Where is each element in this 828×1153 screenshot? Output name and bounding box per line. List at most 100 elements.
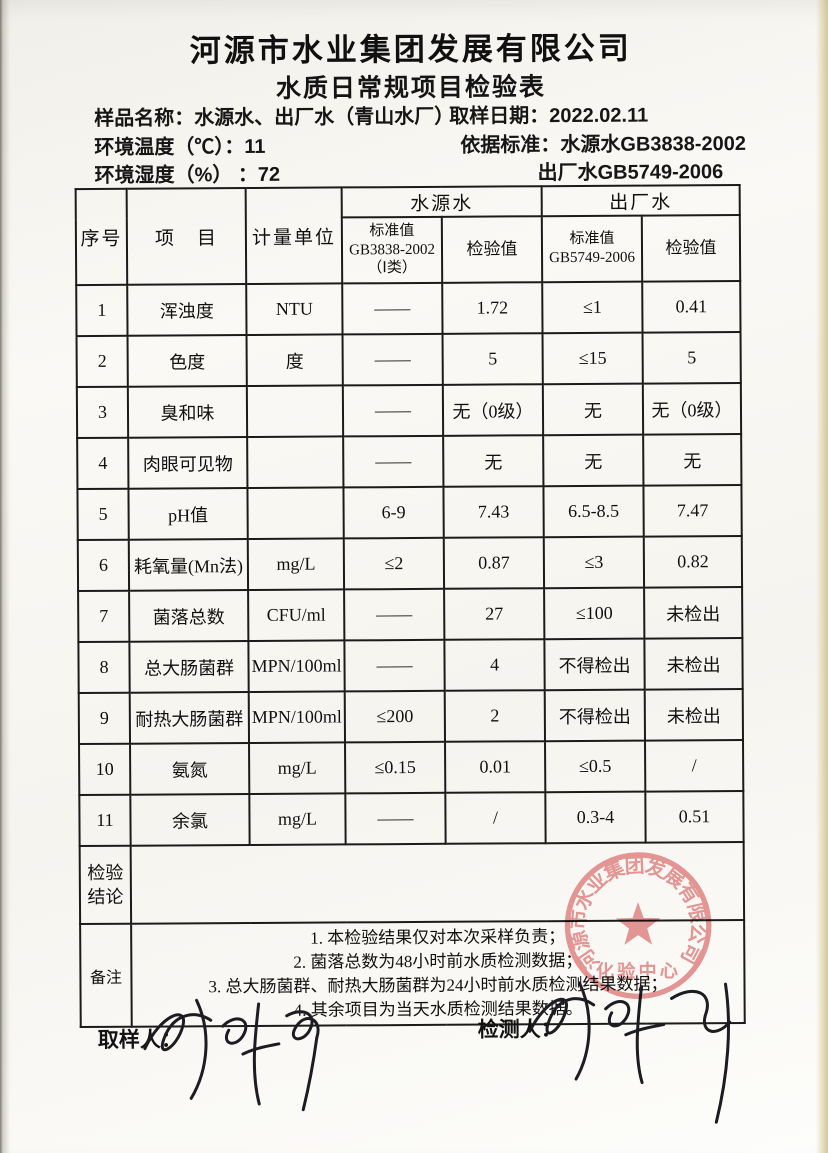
header-group-row: 序号 项 目 计量单位 水源水 出厂水 bbox=[75, 185, 740, 286]
cell-unit: MPN/100ml bbox=[248, 691, 346, 744]
cell-outlet_val: 7.47 bbox=[643, 484, 742, 537]
cell-unit bbox=[247, 436, 344, 489]
table-row-4: 4 肉眼可见物 —— 无无无 bbox=[77, 433, 742, 490]
cell-item: 浑浊度 bbox=[127, 284, 247, 336]
cell-outlet_val: 未检出 bbox=[644, 637, 743, 690]
cell-outlet_val: 0.51 bbox=[645, 790, 744, 843]
col-header-outlet-standard: 标准值 GB5749-2006 bbox=[541, 215, 643, 283]
cell-source_val: 2 bbox=[444, 690, 546, 742]
cell-outlet_std: 不得检出 bbox=[544, 638, 645, 691]
cell-outlet_val: 5 bbox=[642, 332, 741, 384]
cell-outlet_std: ≤100 bbox=[544, 587, 645, 640]
cell-item: 色度 bbox=[127, 335, 247, 387]
cell-seq: 5 bbox=[77, 488, 129, 541]
cell-outlet_val: 未检出 bbox=[644, 688, 744, 741]
cell-source_std: —— bbox=[344, 588, 445, 641]
cell-source_val: 无（0级） bbox=[442, 384, 544, 436]
cell-unit: mg/L bbox=[247, 538, 345, 591]
table-body: 1 浑浊度 NTU —— 1.72 ≤1 0.41 2 色度度 —— 5 ≤15 5 3 臭和味 —— 无（0级… bbox=[76, 281, 744, 847]
cell-source_val: 1.72 bbox=[442, 282, 543, 334]
conclusion-label: 检验 结论 bbox=[79, 845, 132, 925]
cell-item: 余氯 bbox=[130, 794, 250, 846]
remarks-label: 备注 bbox=[80, 923, 132, 1028]
table-row-6: 6 耗氧量(Mn法) mg/L ≤2 0.87 ≤3 0.82 bbox=[77, 535, 743, 592]
cell-unit: 度 bbox=[246, 334, 343, 387]
table-row-3: 3 臭和味 —— 无（0级）无无（0级） bbox=[76, 382, 742, 439]
cell-unit: NTU bbox=[246, 283, 343, 336]
table-row-9: 9 耐热大肠菌群 MPN/100ml ≤200 2 不得检出 未检出 bbox=[78, 688, 744, 745]
cell-outlet_std: ≤0.5 bbox=[545, 740, 646, 793]
cell-outlet_val: 无（0级） bbox=[642, 382, 742, 435]
cell-source_val: 27 bbox=[444, 588, 545, 640]
cell-unit: CFU/ml bbox=[248, 589, 345, 642]
table-row-10: 10 氨氮 mg/L ≤0.15 0.01 ≤0.5/ bbox=[79, 739, 744, 796]
cell-source_std: —— bbox=[342, 384, 444, 437]
cell-item: 耐热大肠菌群 bbox=[129, 692, 250, 744]
cell-source_std: ≤0.15 bbox=[345, 741, 446, 794]
cell-seq: 8 bbox=[78, 641, 130, 694]
col-header-outlet-value: 检验值 bbox=[641, 215, 741, 282]
cell-item: 耗氧量(Mn法) bbox=[128, 539, 249, 591]
company-name: 河源市水业集团发展有限公司 bbox=[189, 30, 632, 69]
table-row-8: 8 总大肠菌群 MPN/100ml —— 4 不得检出 未检出 bbox=[78, 637, 743, 694]
col-header-source-standard: 标准值 GB3838-2002 （Ⅰ类） bbox=[341, 216, 443, 284]
cell-source_val: / bbox=[445, 792, 546, 844]
meta-row-humidity: 环境湿度（%） ：72 出厂水GB5749-2006 bbox=[0, 154, 826, 187]
company-seal: 河源市水业集团发展有限公司 化验中心 bbox=[564, 852, 712, 999]
cell-item: 菌落总数 bbox=[129, 590, 249, 642]
seal-center-text: 化验中心 bbox=[596, 960, 681, 982]
cell-source_std: ≤200 bbox=[344, 690, 446, 743]
col-header-unit: 计量单位 bbox=[245, 187, 343, 285]
cell-outlet_std: ≤15 bbox=[542, 332, 643, 385]
table-row-7: 7 菌落总数 CFU/ml —— 27 ≤100 未检出 bbox=[78, 586, 743, 643]
cell-outlet_std: 无 bbox=[542, 383, 644, 436]
col-group-outlet-water: 出厂水 bbox=[541, 185, 740, 217]
col-header-source-value: 检验值 bbox=[441, 216, 543, 283]
seal-star-icon bbox=[615, 902, 661, 945]
seal-ring bbox=[564, 852, 712, 999]
cell-source_val: 7.43 bbox=[443, 486, 544, 538]
cell-outlet_val: / bbox=[645, 739, 744, 792]
cell-outlet_std: ≤1 bbox=[542, 281, 643, 334]
table-row-1: 1 浑浊度 NTU —— 1.72 ≤1 0.41 bbox=[76, 281, 741, 337]
cell-seq: 11 bbox=[79, 794, 131, 847]
col-header-seq: 序号 bbox=[75, 188, 128, 286]
cell-seq: 7 bbox=[78, 590, 130, 643]
table-row-2: 2 色度度 —— 5 ≤15 5 bbox=[76, 332, 741, 388]
cell-unit bbox=[246, 385, 344, 438]
cell-source_val: 0.87 bbox=[443, 537, 545, 589]
cell-source_val: 4 bbox=[444, 639, 545, 691]
col-group-source-water: 水源水 bbox=[341, 186, 542, 218]
cell-seq: 9 bbox=[78, 692, 131, 745]
cell-unit: mg/L bbox=[249, 742, 346, 795]
cell-unit: mg/L bbox=[249, 793, 346, 846]
cell-source_std: —— bbox=[342, 282, 443, 335]
cell-outlet_val: 0.82 bbox=[643, 535, 743, 588]
table-row-11: 11 余氯 mg/L ——/0.3-4 0.51 bbox=[79, 790, 744, 847]
col-header-item: 项 目 bbox=[126, 188, 247, 285]
cell-source_val: 无 bbox=[443, 435, 544, 487]
meta-row-sample: 样品名称：水源水、出厂水（青山水厂） 取样日期：2022.02.11 bbox=[0, 97, 825, 130]
env-temperature: 环境温度（℃）：11 bbox=[94, 135, 266, 159]
cell-item: 总大肠菌群 bbox=[129, 641, 249, 693]
cell-source_std: —— bbox=[342, 333, 443, 386]
cell-source_std: —— bbox=[343, 435, 444, 488]
sample-date: 取样日期：2022.02.11 bbox=[449, 104, 649, 128]
cell-outlet_std: 0.3-4 bbox=[545, 791, 646, 844]
cell-outlet_std: 无 bbox=[543, 434, 644, 487]
cell-seq: 10 bbox=[79, 743, 131, 796]
cell-outlet_std: 不得检出 bbox=[544, 689, 646, 742]
cell-outlet_std: 6.5-8.5 bbox=[543, 485, 644, 538]
cell-outlet_std: ≤3 bbox=[543, 536, 645, 589]
cell-item: 肉眼可见物 bbox=[128, 437, 248, 489]
cell-outlet_val: 未检出 bbox=[644, 586, 743, 639]
sampler-signature bbox=[143, 998, 320, 1112]
cell-unit: MPN/100ml bbox=[248, 640, 345, 693]
cell-source_std: 6-9 bbox=[343, 486, 444, 539]
standard-reference-2: 出厂水GB5749-2006 bbox=[537, 161, 724, 185]
cell-source_std: —— bbox=[344, 639, 445, 692]
cell-seq: 2 bbox=[76, 335, 128, 388]
cell-source_val: 5 bbox=[442, 333, 543, 385]
cell-unit bbox=[247, 487, 344, 540]
